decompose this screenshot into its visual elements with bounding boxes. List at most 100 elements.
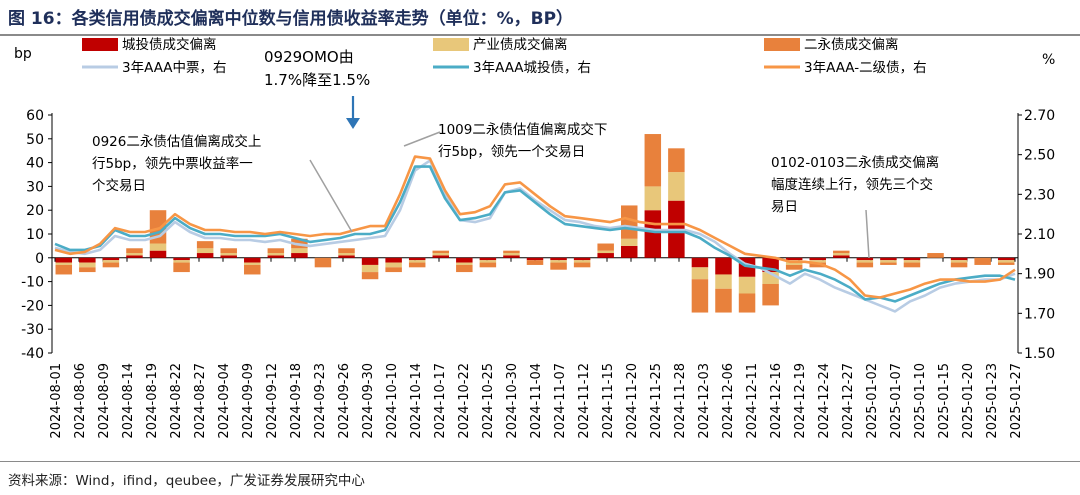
- bar-cty: [149, 250, 167, 258]
- bar-ind: [738, 276, 756, 294]
- bar-cty: [55, 257, 73, 263]
- bar-ind: [385, 262, 402, 268]
- bar-sub: [267, 248, 285, 254]
- annotation-a0102-line: 0102-0103二永债成交偏离: [771, 154, 939, 171]
- bar-sub: [361, 272, 379, 280]
- bar-ind: [833, 253, 850, 256]
- bar-sub: [244, 264, 261, 275]
- title-divider: [0, 34, 1080, 36]
- annotations: 0929OMO由 1.7%降至1.5% 0926二永债估值偏离成交上行5bp，领先中…: [92, 48, 939, 259]
- legend-swatch-ind: [433, 38, 469, 51]
- bar-cty: [503, 255, 520, 258]
- legend-label-sub: 二永债成交偏离: [804, 36, 899, 53]
- x-tick-label: 2024-11-07: [553, 363, 568, 439]
- bar-ind: [55, 262, 73, 265]
- x-tick-label: 2025-01-23: [985, 363, 1000, 439]
- bar-cty: [432, 255, 450, 258]
- bar-cty: [550, 257, 567, 261]
- x-tick-label: 2024-12-16: [769, 363, 784, 439]
- bar-ind: [550, 260, 567, 263]
- x-tick-label: 2024-12-03: [697, 363, 712, 439]
- bar-cty: [644, 210, 662, 258]
- x-tick-label: 2024-08-06: [73, 363, 88, 439]
- bar-sub: [762, 283, 779, 306]
- x-tick-label: 2025-01-07: [889, 363, 904, 439]
- legend-swatch-cty: [82, 38, 118, 51]
- bar-ind: [173, 260, 190, 263]
- annotation-a1009-line: 行5bp，领先一个交易日: [438, 143, 585, 160]
- right-tick-label: 2.30: [1024, 187, 1055, 203]
- x-tick-label: 2024-08-22: [169, 363, 184, 439]
- x-tick-label: 2024-12-19: [793, 363, 808, 439]
- bar-ind: [267, 253, 285, 256]
- x-tick-label: 2024-08-19: [145, 363, 160, 439]
- right-axis-unit: %: [1042, 52, 1055, 68]
- legend-label-zp: 3年AAA中票，右: [122, 60, 227, 76]
- bar-ind: [291, 248, 308, 254]
- x-tick-label: 2024-12-27: [841, 363, 856, 439]
- bar-ind: [620, 238, 638, 246]
- bar-sub: [314, 257, 332, 268]
- bar-cty: [102, 257, 120, 261]
- bar-ind: [597, 250, 614, 254]
- x-tick-label: 2024-10-14: [409, 363, 424, 439]
- bar-cty: [196, 253, 214, 258]
- right-tick-label: 1.50: [1024, 346, 1055, 362]
- x-tick-label: 2024-11-12: [577, 363, 592, 439]
- legend-label-ctyLine: 3年AAA城投债，右: [473, 60, 591, 76]
- bar-cty: [880, 257, 897, 261]
- bar-ind: [220, 253, 237, 256]
- bar-sub: [503, 250, 520, 254]
- bar-ind: [432, 253, 450, 256]
- bar-sub: [927, 253, 944, 258]
- bar-sub: [456, 264, 473, 273]
- x-tick-label: 2024-12-06: [721, 363, 736, 439]
- title-bar: 图 16：各类信用债成交偏离中位数与信用债收益率走势（单位：%，BP）: [0, 0, 1080, 36]
- x-tick-label: 2025-01-27: [1009, 363, 1024, 439]
- bar-cty: [291, 253, 308, 258]
- bar-sub: [880, 262, 897, 265]
- bar-ind: [762, 272, 779, 284]
- bar-ind: [715, 274, 732, 289]
- legend-label-ind: 产业债成交偏离: [473, 36, 568, 53]
- left-tick-label: -20: [21, 298, 44, 314]
- x-tick-label: 2024-10-22: [457, 363, 472, 439]
- left-tick-label: 10: [26, 227, 44, 243]
- x-tick-label: 2024-10-10: [385, 363, 400, 439]
- bar-cty: [479, 257, 497, 261]
- bar-sub: [550, 262, 567, 270]
- bar-cty: [856, 257, 874, 261]
- x-tick-label: 2024-09-12: [265, 363, 280, 439]
- x-tick-label: 2024-09-23: [313, 363, 328, 439]
- bar-ind: [149, 243, 167, 251]
- bar-cty: [997, 257, 1015, 261]
- line-ctyLine: [54, 165, 1016, 303]
- right-tick-label: 2.70: [1024, 108, 1055, 124]
- right-tick-label: 2.50: [1024, 148, 1055, 164]
- annotation-a0926-leader: [309, 159, 353, 233]
- bar-cty: [361, 257, 379, 265]
- x-tick-label: 2024-08-14: [121, 363, 136, 439]
- bar-cty: [173, 257, 190, 261]
- bar-ind: [668, 172, 685, 201]
- bar-cty: [267, 255, 285, 258]
- bar-sub: [809, 262, 826, 268]
- left-tick-label: -10: [21, 275, 44, 291]
- left-tick-label: -30: [21, 322, 44, 338]
- bar-ind: [503, 253, 520, 256]
- bar-sub: [196, 241, 214, 249]
- bar-sub: [573, 262, 591, 268]
- annotation-a0926-line: 行5bp，领先中票收益率一: [92, 155, 253, 172]
- bar-ind: [903, 260, 921, 263]
- left-tick-label: 40: [26, 156, 44, 172]
- left-tick-label: 50: [26, 132, 44, 148]
- bar-sub: [974, 257, 991, 265]
- bar-sub: [126, 248, 143, 254]
- bar-sub: [715, 288, 732, 313]
- bar-ind: [79, 262, 96, 268]
- bar-ind: [102, 260, 120, 263]
- bar-ind: [644, 186, 662, 211]
- x-tick-label: 2025-01-10: [913, 363, 928, 439]
- bar-cty: [126, 255, 143, 258]
- bar-sub: [856, 262, 874, 268]
